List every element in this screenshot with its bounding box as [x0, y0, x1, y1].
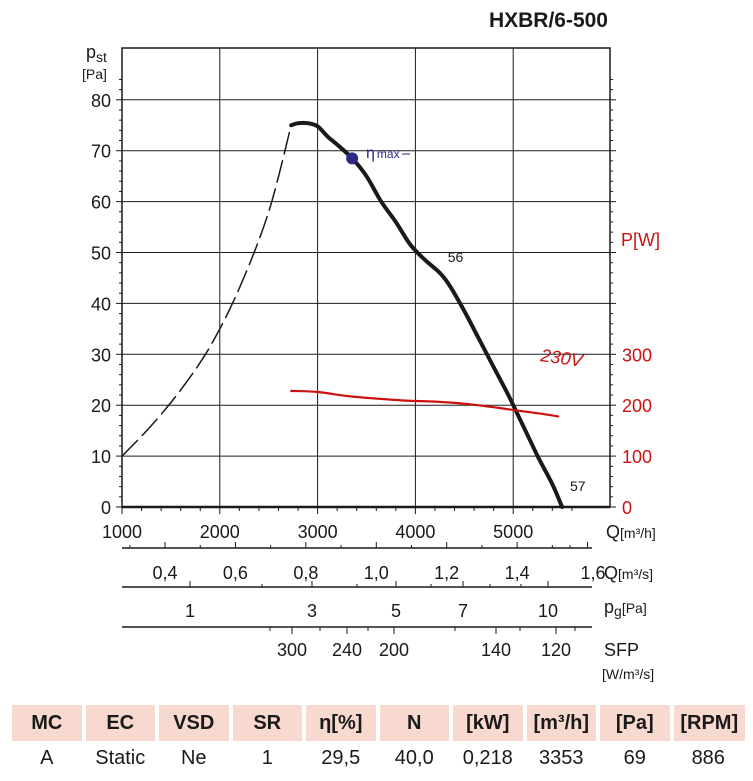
scale-tick-label: 1,6: [580, 563, 605, 583]
x-tick-label: 2000: [200, 522, 240, 542]
eta-max-label: η max: [366, 145, 400, 162]
scale-tick-label: 5: [391, 601, 401, 621]
curve-annotation: 56: [448, 249, 464, 265]
scale-tick-label: 0,4: [153, 563, 178, 583]
y-left-tick-label: 20: [91, 396, 111, 416]
y-left-tick-label: 30: [91, 345, 111, 365]
y-right-tick-label: 300: [622, 345, 652, 365]
spec-value-cell: Static: [95, 746, 146, 769]
scale-tick-label: 140: [481, 640, 511, 660]
spec-value-cell: A: [40, 746, 54, 769]
scale-tick-label: 300: [277, 640, 307, 660]
x-tick-label: 1000: [102, 522, 142, 542]
y-right-tick-label: 100: [622, 447, 652, 467]
y-left-tick-label: 80: [91, 91, 111, 111]
specs-value-row: A Static Ne 1 29,5 40,0 0,218 3353 69 886: [10, 741, 745, 775]
curve-annotation: 57: [570, 478, 586, 494]
spec-header-cell: η[%]: [302, 705, 378, 741]
eta-max-point: [346, 152, 359, 165]
scale-tick-label: 1: [185, 601, 195, 621]
sfp-scale-unit-main: SFP: [604, 640, 639, 660]
y-left-tick-labels: 0 10 20 30 40 50 60 70 80: [91, 91, 111, 518]
qs-scale-ticks: 0,4 0,6 0,8 1,0 1,2 1,4 1,6: [129, 542, 606, 583]
scale-tick-label: 0,8: [293, 563, 318, 583]
spec-value-cell: 1: [261, 746, 273, 769]
y-left-tick-label: 70: [91, 142, 111, 162]
spec-value-cell: 29,5: [321, 746, 361, 769]
spec-value-cell: 40,0: [394, 746, 434, 769]
x-tick-label: 4000: [395, 522, 435, 542]
sfp-scale-ticks: 300 240 200 140 120: [269, 627, 576, 660]
x-tick-label: 3000: [298, 522, 338, 542]
spec-header-cell: VSD: [155, 705, 231, 741]
spec-header-cell: SR: [228, 705, 304, 741]
chart-title: HXBR/6-500: [489, 9, 608, 32]
series-layer: [121, 120, 565, 509]
spec-value-cell: 69: [623, 746, 646, 769]
series-230V: [290, 389, 560, 418]
x-tick-label: 5000: [493, 522, 533, 542]
spec-header-cell: [m³/h]: [522, 705, 598, 741]
y-left-axis-unit: [Pa]: [82, 66, 107, 82]
y-left-tick-label: 0: [101, 498, 111, 518]
pg-scale-ticks: 1 3 5 7 10: [185, 581, 558, 621]
spec-value-cell: 0,218: [462, 746, 513, 769]
y-left-tick-label: 60: [91, 193, 111, 213]
spec-header-cell: [Pa]: [596, 705, 672, 741]
sfp-scale-unit: [W/m³/s]: [602, 666, 654, 682]
plot-frame: [121, 47, 611, 508]
grid: [122, 48, 610, 507]
spec-value-cell: 886: [691, 746, 725, 769]
scale-tick-label: 200: [379, 640, 409, 660]
spec-value-cell: 3353: [539, 746, 584, 769]
y-left-tick-label: 10: [91, 447, 111, 467]
qs-scale-unit: Q[m³/s]: [604, 563, 653, 583]
y-right-tick-label: 200: [622, 396, 652, 416]
scale-tick-label: 10: [538, 601, 558, 621]
q-axis-unit: Q[m³/h]: [606, 522, 656, 542]
spec-header-cell: EC: [81, 705, 157, 741]
voltage-curve-label: 230V: [538, 345, 585, 371]
scale-tick-label: 1,4: [505, 563, 530, 583]
specs-header-row: MC EC VSD SR η[%] N [kW] [m³/h] [Pa] [RPM]: [8, 705, 745, 741]
y-right-tick-labels: 0 100 200 300: [622, 345, 652, 518]
scale-tick-label: 240: [332, 640, 362, 660]
scale-tick-label: 7: [458, 601, 468, 621]
y-left-axis-label: pst: [86, 42, 107, 65]
scale-tick-label: 0,6: [223, 563, 248, 583]
y-right-tick-label: 0: [622, 498, 632, 518]
specs-table: MC EC VSD SR η[%] N [kW] [m³/h] [Pa] [RPM] A Stati…: [8, 705, 745, 775]
spec-header-cell: [RPM]: [669, 705, 745, 741]
series-pressure-extrapolated: [121, 124, 292, 457]
x-tick-labels: 1000 2000 3000 4000 5000: [102, 522, 533, 542]
scale-tick-label: 1,2: [434, 563, 459, 583]
y-right-axis-label: P[W]: [621, 230, 660, 250]
y-left-tick-label: 40: [91, 294, 111, 314]
series-pressure: [289, 120, 565, 509]
spec-header-cell: [kW]: [449, 705, 525, 741]
y-left-tick-label: 50: [91, 244, 111, 264]
pg-scale-unit: pg[Pa]: [604, 597, 647, 619]
scale-tick-label: 1,0: [364, 563, 389, 583]
spec-header-cell: N: [375, 705, 451, 741]
scale-tick-label: 120: [541, 640, 571, 660]
spec-value-cell: Ne: [180, 746, 207, 769]
curve-annotations: 56 57: [448, 249, 586, 494]
spec-header-cell: MC: [8, 705, 84, 741]
scale-tick-label: 3: [307, 601, 317, 621]
